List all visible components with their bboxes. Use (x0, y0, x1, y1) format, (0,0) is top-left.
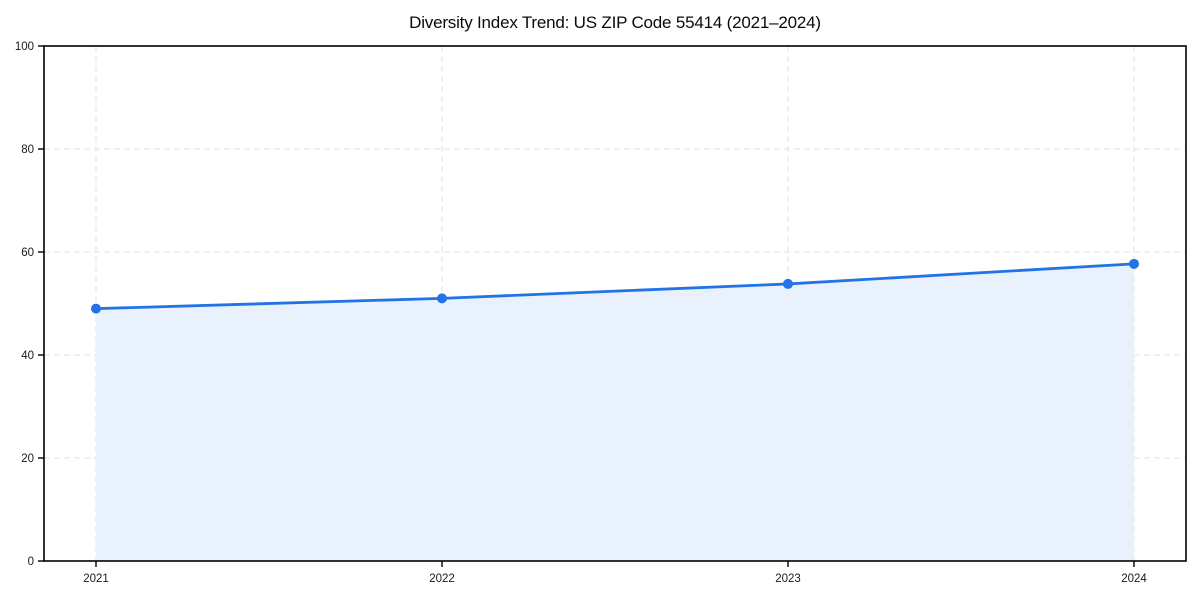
area-fill (96, 263, 1134, 561)
x-tick-label: 2021 (83, 573, 109, 585)
y-tick-label: 0 (28, 556, 34, 568)
plot-border (43, 45, 1187, 562)
data-point (91, 303, 101, 314)
y-tick-label: 60 (21, 247, 34, 259)
chart-title: Diversity Index Trend: US ZIP Code 55414… (409, 13, 821, 32)
x-tick-label: 2022 (429, 573, 455, 585)
y-tick-label: 40 (21, 350, 34, 362)
trend-line (94, 262, 1136, 311)
y-tick-label: 80 (21, 144, 34, 156)
data-point (437, 293, 447, 304)
y-tick-label: 100 (15, 41, 34, 53)
x-tick-label: 2024 (1121, 573, 1147, 585)
data-point (783, 278, 793, 289)
x-tick-label: 2023 (775, 573, 801, 585)
data-point (1129, 258, 1139, 269)
y-tick-label: 20 (21, 453, 34, 465)
